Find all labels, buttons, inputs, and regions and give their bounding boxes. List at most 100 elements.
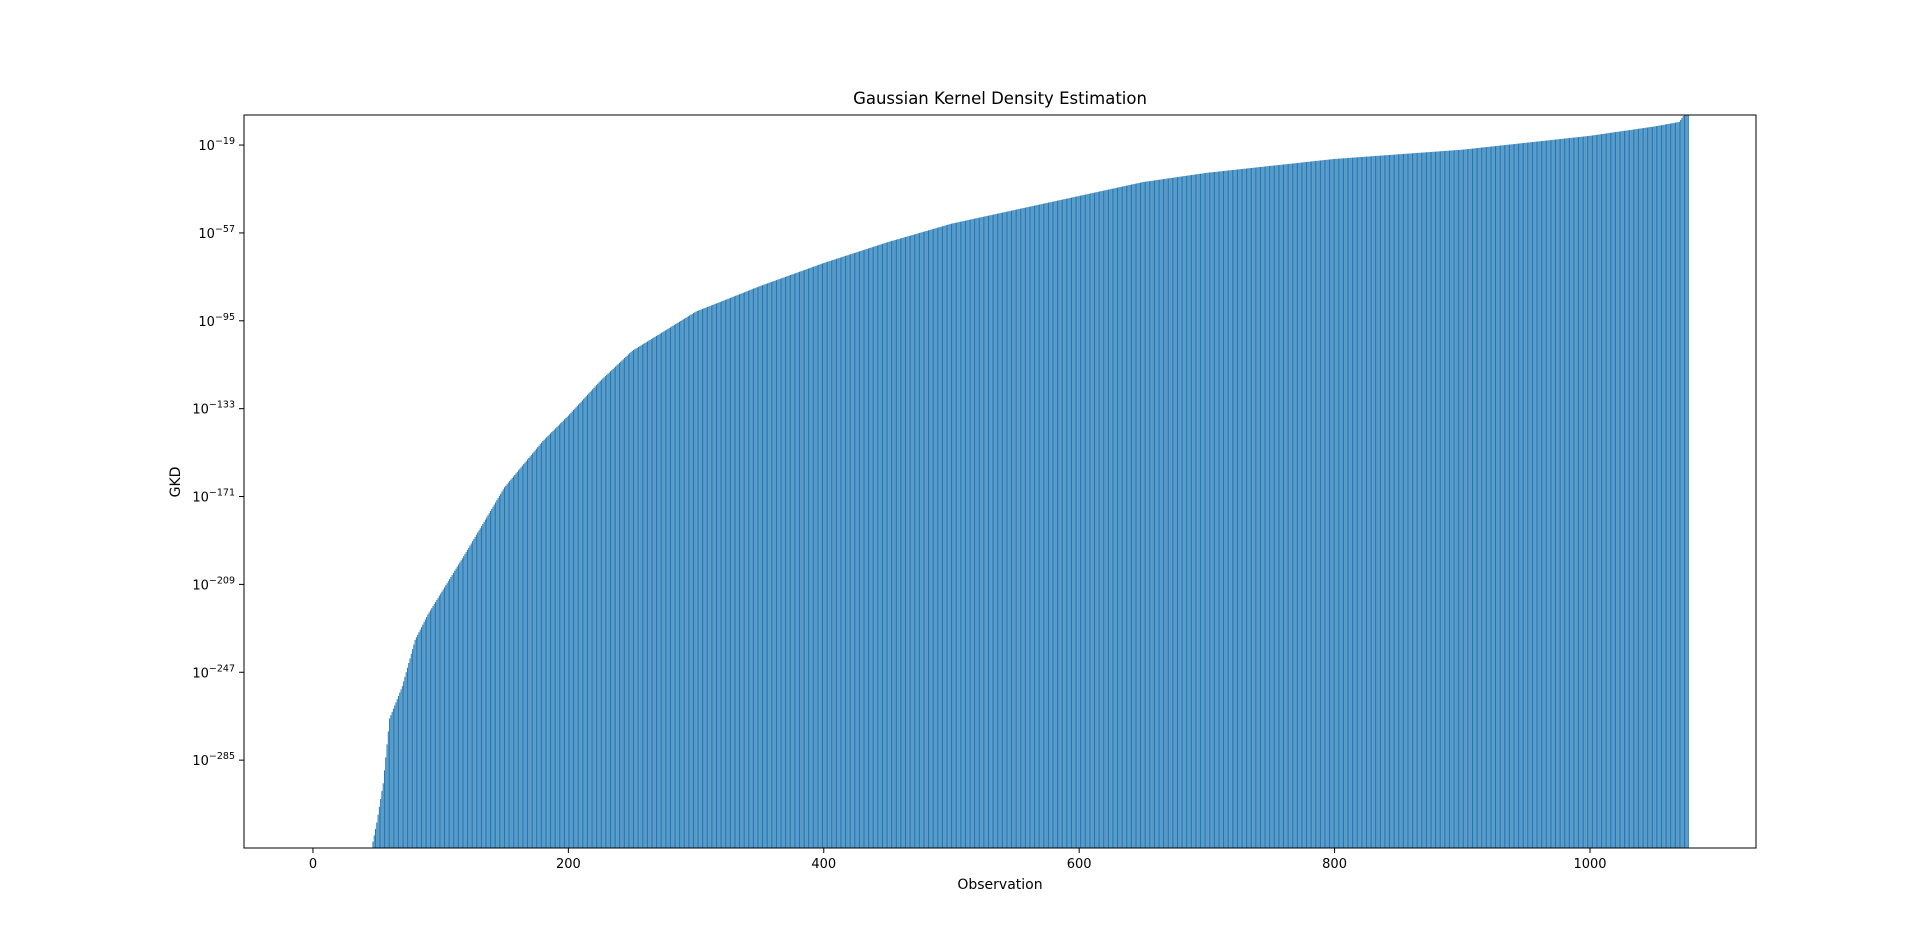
bar: [1491, 146, 1493, 849]
y-tick-label: 10−57: [198, 224, 235, 242]
y-tick-label: 10−133: [192, 400, 235, 418]
bar: [1489, 146, 1491, 848]
bar: [1147, 181, 1149, 848]
bar: [1687, 115, 1689, 848]
bar: [1211, 172, 1213, 848]
bar: [446, 583, 448, 848]
bar: [788, 275, 790, 849]
bar: [1537, 141, 1539, 848]
bar: [1534, 141, 1536, 848]
bar: [1394, 154, 1396, 849]
bar: [1423, 152, 1425, 848]
bar: [1422, 152, 1424, 849]
bar: [417, 634, 419, 848]
bar: [1381, 155, 1383, 848]
bar: [1327, 159, 1329, 848]
bar: [717, 302, 719, 848]
bar: [1474, 148, 1476, 849]
bar: [681, 320, 683, 848]
bar: [613, 367, 615, 848]
bar: [1424, 152, 1426, 848]
bar: [1653, 126, 1655, 848]
bar: [1630, 129, 1632, 848]
bar: [395, 702, 397, 848]
bar: [560, 423, 562, 848]
bar: [1353, 157, 1355, 849]
bar: [1237, 169, 1239, 849]
bar: [1207, 172, 1209, 849]
bar: [1668, 123, 1670, 849]
bar: [469, 545, 471, 848]
bar: [1279, 164, 1281, 848]
bar: [1277, 165, 1279, 849]
bar: [1289, 163, 1291, 849]
bar: [1604, 133, 1606, 849]
bar: [1355, 157, 1357, 849]
bar: [828, 261, 830, 848]
bar: [1597, 134, 1599, 848]
bar: [1372, 156, 1374, 848]
bar: [705, 307, 707, 849]
bar: [1612, 132, 1614, 849]
bar: [1576, 137, 1578, 848]
bar: [1096, 192, 1098, 849]
bar: [602, 378, 604, 848]
bar: [1373, 156, 1375, 848]
bar: [730, 297, 732, 848]
bar: [684, 318, 686, 848]
bar: [1146, 181, 1148, 848]
bar: [678, 321, 680, 848]
bar: [943, 225, 945, 848]
bar: [523, 464, 525, 848]
bar: [1013, 210, 1015, 848]
bar: [1577, 137, 1579, 848]
bar: [1441, 151, 1443, 848]
bar: [1092, 192, 1094, 848]
bar: [1406, 153, 1408, 848]
bar: [1215, 171, 1217, 849]
bar: [1492, 146, 1494, 849]
bar: [1584, 136, 1586, 848]
bar: [617, 364, 619, 848]
bar: [437, 597, 439, 848]
bar: [861, 250, 863, 848]
bar: [546, 437, 548, 848]
bar: [612, 368, 614, 848]
bar: [537, 447, 539, 848]
bar: [375, 828, 377, 848]
bar: [740, 293, 742, 848]
bar: [1243, 168, 1245, 848]
bar: [1258, 167, 1260, 848]
bar: [696, 311, 698, 848]
bar: [1054, 201, 1056, 848]
bar: [1331, 159, 1333, 848]
bar: [975, 218, 977, 848]
bar: [1220, 171, 1222, 848]
bar: [1447, 150, 1449, 848]
bar: [1615, 132, 1617, 849]
bar: [1470, 148, 1472, 848]
bar: [1456, 150, 1458, 849]
bar: [758, 286, 760, 848]
bar: [1629, 130, 1631, 848]
bar: [709, 305, 711, 848]
bar: [564, 419, 566, 848]
bar: [1021, 208, 1023, 849]
bar: [1357, 157, 1359, 848]
bar: [495, 502, 497, 848]
bar: [1132, 184, 1134, 848]
bar: [880, 244, 882, 848]
bar: [565, 418, 567, 848]
bar: [1525, 142, 1527, 848]
bar: [620, 361, 622, 848]
bar: [773, 281, 775, 848]
bar: [1654, 126, 1656, 848]
bar: [629, 353, 631, 848]
bar: [479, 528, 481, 848]
x-tick-label: 600: [1067, 857, 1092, 872]
bar: [556, 427, 558, 848]
bar: [1526, 142, 1528, 849]
bar: [1045, 203, 1047, 848]
bar: [1417, 152, 1419, 849]
bar: [811, 267, 813, 848]
